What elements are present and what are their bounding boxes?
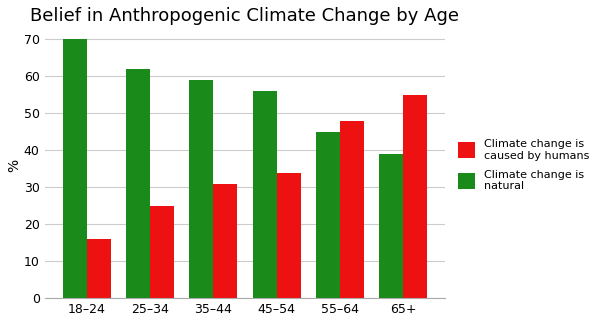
Bar [379,154,403,298]
Bar [213,183,238,298]
Title: Belief in Anthropogenic Climate Change by Age: Belief in Anthropogenic Climate Change b… [31,7,460,25]
Bar [63,39,87,298]
Bar [403,95,427,298]
Bar [316,132,340,298]
Bar [277,172,301,298]
Bar [253,91,277,298]
Bar [340,121,364,298]
Bar [150,206,174,298]
Y-axis label: %: % [7,159,21,172]
Legend: Climate change is
caused by humans, Climate change is
natural: Climate change is caused by humans, Clim… [455,136,592,194]
Bar [126,69,150,298]
Bar [189,80,213,298]
Bar [87,239,111,298]
